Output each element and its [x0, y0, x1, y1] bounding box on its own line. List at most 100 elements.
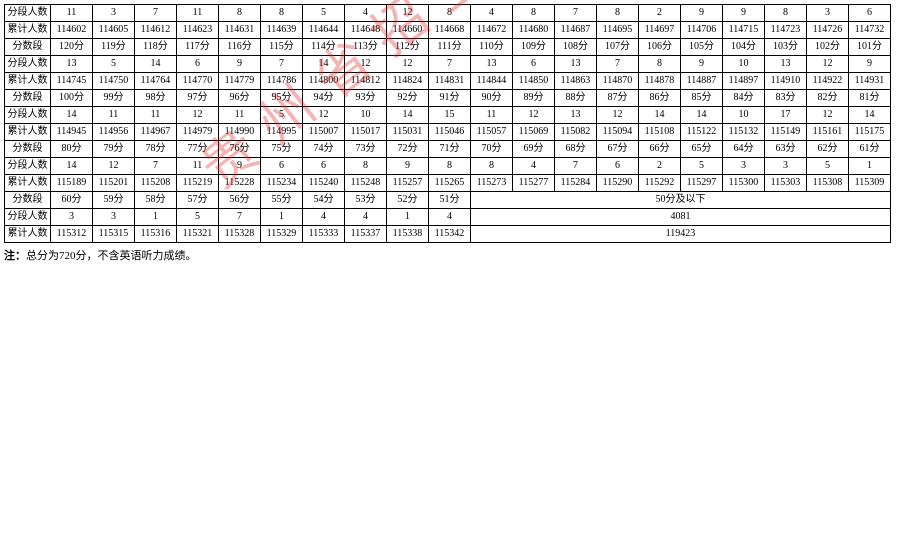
table-cell: 84分 [723, 90, 765, 107]
table-cell: 114812 [345, 73, 387, 90]
table-cell: 114770 [177, 73, 219, 90]
table-cell: 12 [807, 56, 849, 73]
table-cell: 67分 [597, 141, 639, 158]
table-cell: 115300 [723, 175, 765, 192]
table-cell: 13 [555, 107, 597, 124]
table-cell: 114605 [93, 22, 135, 39]
table-cell: 117分 [177, 39, 219, 56]
table-cell: 11 [177, 158, 219, 175]
table-cell: 89分 [513, 90, 555, 107]
row-label: 累计人数 [5, 73, 51, 90]
table-cell: 1 [135, 209, 177, 226]
table-cell: 55分 [261, 192, 303, 209]
table-cell: 115201 [93, 175, 135, 192]
table-cell: 114660 [387, 22, 429, 39]
table-cell: 116分 [219, 39, 261, 56]
table-cell: 114706 [681, 22, 723, 39]
table-cell: 120分 [51, 39, 93, 56]
table-cell: 115333 [303, 226, 345, 243]
table-cell: 115277 [513, 175, 555, 192]
table-cell: 4 [345, 5, 387, 22]
table-cell: 9 [849, 56, 891, 73]
table-cell: 115149 [765, 124, 807, 141]
table-cell: 14 [135, 56, 177, 73]
table-cell: 95分 [261, 90, 303, 107]
table-cell: 70分 [471, 141, 513, 158]
table-cell: 3 [93, 5, 135, 22]
table-cell: 73分 [345, 141, 387, 158]
table-row: 累计人数115189115201115208115219115228115234… [5, 175, 891, 192]
table-cell: 115122 [681, 124, 723, 141]
row-label: 分数段 [5, 39, 51, 56]
table-cell: 12 [513, 107, 555, 124]
row-label: 累计人数 [5, 124, 51, 141]
table-cell: 114639 [261, 22, 303, 39]
table-cell: 114672 [471, 22, 513, 39]
table-cell: 5 [807, 158, 849, 175]
table-cell: 114863 [555, 73, 597, 90]
table-cell: 12 [177, 107, 219, 124]
table-cell: 11 [177, 5, 219, 22]
table-cell: 8 [513, 5, 555, 22]
table-cell: 104分 [723, 39, 765, 56]
row-label: 分段人数 [5, 56, 51, 73]
table-cell: 7 [597, 56, 639, 73]
table-cell: 96分 [219, 90, 261, 107]
table-cell: 4 [345, 209, 387, 226]
table-cell: 9 [387, 158, 429, 175]
table-cell: 5 [261, 107, 303, 124]
table-cell: 100分 [51, 90, 93, 107]
row-label: 分数段 [5, 192, 51, 209]
table-cell: 114945 [51, 124, 93, 141]
table-cell: 6 [261, 158, 303, 175]
table-cell: 5 [681, 158, 723, 175]
row-label: 分段人数 [5, 158, 51, 175]
table-cell: 114612 [135, 22, 177, 39]
table-cell: 114687 [555, 22, 597, 39]
table-row: 累计人数114602114605114612114623114631114639… [5, 22, 891, 39]
table-cell: 7 [135, 158, 177, 175]
table-cell: 97分 [177, 90, 219, 107]
table-cell: 85分 [681, 90, 723, 107]
table-cell: 115007 [303, 124, 345, 141]
table-cell: 115303 [765, 175, 807, 192]
table-cell: 115329 [261, 226, 303, 243]
table-cell: 114764 [135, 73, 177, 90]
table-cell: 114745 [51, 73, 93, 90]
table-cell: 114910 [765, 73, 807, 90]
table-cell: 114648 [345, 22, 387, 39]
table-cell: 51分 [429, 192, 471, 209]
table-cell: 13 [765, 56, 807, 73]
table-cell: 8 [261, 5, 303, 22]
score-table: 分段人数11371188541284878299836累计人数114602114… [4, 4, 891, 243]
table-cell: 115308 [807, 175, 849, 192]
table-cell: 56分 [219, 192, 261, 209]
table-cell: 115046 [429, 124, 471, 141]
table-cell: 69分 [513, 141, 555, 158]
table-cell: 107分 [597, 39, 639, 56]
table-cell: 7 [555, 5, 597, 22]
table-cell: 115017 [345, 124, 387, 141]
table-cell: 4 [429, 209, 471, 226]
table-cell: 1 [261, 209, 303, 226]
table-cell: 115290 [597, 175, 639, 192]
table-cell: 9 [723, 5, 765, 22]
table-cell: 111分 [429, 39, 471, 56]
table-cell: 115082 [555, 124, 597, 141]
table-cell: 115057 [471, 124, 513, 141]
table-cell: 114680 [513, 22, 555, 39]
table-cell: 5 [303, 5, 345, 22]
row-label: 累计人数 [5, 226, 51, 243]
table-row: 分数段120分119分118分117分116分115分114分113分112分1… [5, 39, 891, 56]
table-cell: 17 [765, 107, 807, 124]
table-cell: 8 [765, 5, 807, 22]
table-cell: 59分 [93, 192, 135, 209]
table-row: 分段人数33157144144081 [5, 209, 891, 226]
table-cell: 114695 [597, 22, 639, 39]
table-row: 累计人数114745114750114764114770114779114786… [5, 73, 891, 90]
table-cell: 52分 [387, 192, 429, 209]
table-cell: 14 [51, 158, 93, 175]
table-cell: 110分 [471, 39, 513, 56]
table-cell: 7 [135, 5, 177, 22]
table-cell: 9 [219, 56, 261, 73]
